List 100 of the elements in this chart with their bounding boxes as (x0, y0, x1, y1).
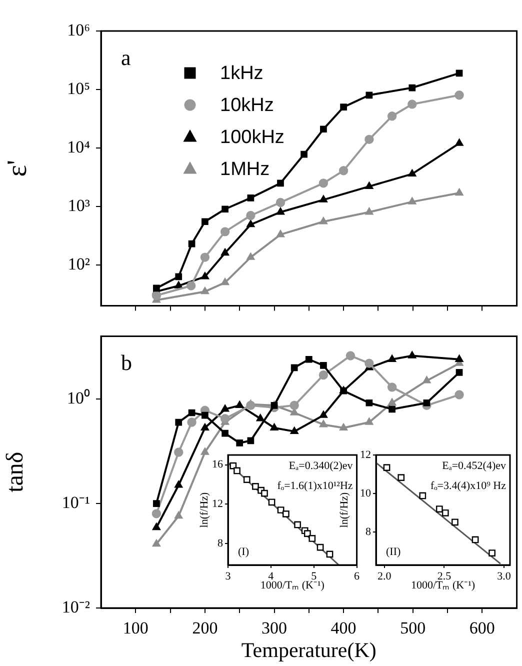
point (455, 138, 464, 146)
point (365, 418, 374, 425)
point (174, 281, 183, 288)
point (174, 448, 184, 457)
point (294, 521, 301, 528)
point (455, 188, 464, 196)
point (220, 278, 230, 286)
point (175, 418, 182, 426)
x-tick-label: 3 (225, 570, 232, 582)
point (246, 400, 256, 410)
x-tick-label: 2.0 (378, 570, 392, 582)
x-tick-label: 100 (122, 618, 148, 638)
y-tick-label: 10⁴ (67, 137, 90, 156)
point (220, 227, 230, 236)
point (202, 218, 208, 226)
point (456, 368, 463, 376)
point (276, 208, 285, 215)
annotation: b (121, 350, 132, 376)
point (305, 356, 312, 363)
point (222, 430, 228, 437)
point (364, 358, 374, 368)
point (220, 248, 230, 256)
point (388, 398, 396, 406)
point (152, 539, 161, 547)
point (387, 382, 397, 392)
point (408, 169, 416, 177)
annotation: Eₐ=0.340(2)ev (288, 460, 354, 472)
point (282, 510, 290, 518)
point (276, 198, 286, 208)
point (338, 166, 348, 176)
y-tick-label: 10⁶ (67, 20, 90, 40)
legend-label: 1MHz (220, 159, 270, 180)
point (452, 518, 458, 526)
y-tick-label: 10³ (68, 196, 90, 215)
point (318, 370, 328, 380)
point (256, 414, 264, 422)
point (200, 286, 210, 294)
y-axis-title: tanδ (2, 452, 29, 492)
point (152, 509, 162, 518)
point (200, 252, 210, 262)
y-axis-title: ln(f/Hz) (338, 492, 350, 528)
point (247, 437, 254, 444)
point (246, 210, 256, 220)
annotation: fₒ=1.6(1)x10¹²Hz (277, 480, 353, 492)
point (236, 440, 244, 446)
point (246, 252, 255, 260)
point (365, 208, 374, 215)
point (319, 195, 328, 202)
point (346, 351, 356, 360)
point (454, 90, 464, 100)
point (383, 464, 390, 471)
point (300, 150, 308, 158)
point (442, 509, 449, 516)
point (320, 126, 327, 133)
y-tick-label: 10⁵ (67, 78, 90, 98)
annotation: Eₐ=0.452(4)ev (442, 460, 506, 472)
point (270, 423, 278, 430)
point (366, 92, 373, 99)
point (319, 420, 328, 428)
point (174, 511, 183, 519)
point (188, 240, 196, 248)
x-tick-label: 300 (262, 618, 287, 638)
point (422, 376, 431, 384)
point (277, 180, 284, 187)
point (261, 490, 268, 497)
y-tick-label: 10⁰ (67, 388, 90, 408)
point (304, 530, 311, 537)
point (220, 404, 230, 412)
point (436, 506, 443, 512)
y-tick-label: 10⁻² (62, 597, 90, 616)
annotation: (II) (386, 546, 401, 558)
point (220, 414, 230, 424)
x-tick-label: 400 (330, 618, 356, 638)
annotation: a (121, 45, 131, 70)
point (408, 351, 416, 358)
point (320, 362, 327, 369)
point (398, 474, 405, 482)
point (230, 462, 237, 470)
x-axis-title: Temperature(K) (241, 638, 376, 662)
x-tick-label: 3.0 (497, 570, 512, 582)
point (366, 399, 373, 406)
y-axis-title: ln(f/Hz) (198, 492, 210, 528)
point (188, 409, 196, 416)
point (290, 364, 298, 372)
y-tick-label: 12 (212, 498, 223, 510)
point (408, 100, 417, 109)
legend-label: 10kHz (220, 95, 274, 116)
annotation: fₒ=3.4(4)x10⁹ Hz (430, 480, 506, 492)
point (388, 354, 396, 362)
point (234, 467, 240, 474)
point (340, 104, 347, 111)
legend-label: 100kHz (220, 127, 284, 148)
point (200, 423, 210, 430)
point (326, 550, 334, 558)
point (290, 426, 298, 434)
point (247, 194, 254, 202)
point (455, 354, 464, 362)
point (174, 480, 183, 488)
point (316, 544, 324, 551)
point (408, 84, 416, 92)
